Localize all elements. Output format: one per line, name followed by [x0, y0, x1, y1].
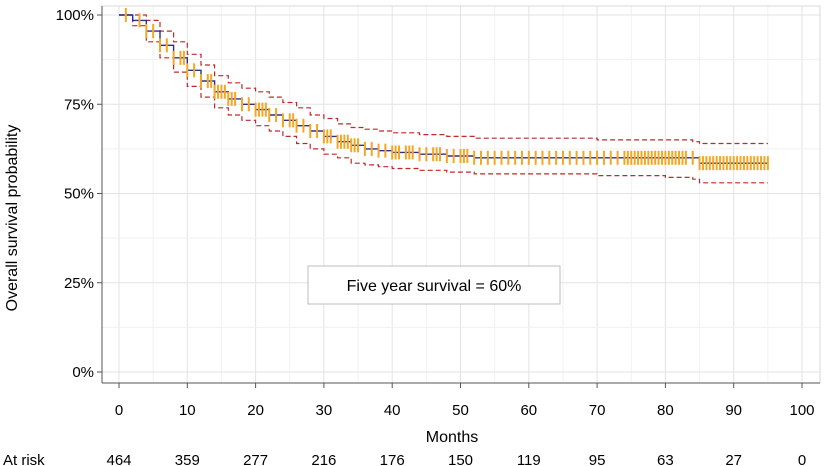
- y-axis-ticks: 0% 25% 50% 75% 100%: [56, 7, 102, 381]
- at-risk-count: 464: [106, 452, 131, 466]
- at-risk-count: 95: [589, 452, 606, 466]
- x-tick-label: 100: [789, 402, 814, 419]
- y-tick-label: 75%: [64, 96, 94, 113]
- at-risk-count: 27: [725, 452, 742, 466]
- at-risk-table: At risk 464 359 277 216 176 150 119 95 63 27 0: [3, 452, 806, 466]
- x-tick-label: 60: [520, 402, 537, 419]
- y-tick-label: 0%: [72, 364, 94, 381]
- x-tick-label: 50: [452, 402, 469, 419]
- censor-marks: [124, 8, 769, 171]
- x-tick-label: 0: [115, 402, 123, 419]
- x-axis-ticks: 0 10 20 30 40 50 60 70 80 90 100: [115, 383, 815, 419]
- at-risk-count: 0: [798, 452, 806, 466]
- x-tick-label: 40: [384, 402, 401, 419]
- annotation-text: Five year survival = 60%: [347, 278, 522, 295]
- y-tick-label: 100%: [56, 7, 94, 24]
- at-risk-count: 63: [657, 452, 674, 466]
- annotation-box: Five year survival = 60%: [307, 265, 561, 305]
- at-risk-count: 176: [380, 452, 405, 466]
- at-risk-count: 119: [517, 452, 541, 466]
- y-tick-label: 50%: [64, 186, 94, 203]
- x-axis-title: Months: [426, 429, 478, 446]
- y-tick-label: 25%: [64, 275, 94, 292]
- x-tick-label: 30: [316, 402, 333, 419]
- x-tick-label: 80: [657, 402, 674, 419]
- y-axis-title: Overall survival probability: [4, 125, 21, 312]
- x-tick-label: 90: [725, 402, 742, 419]
- upper-ci-line: [119, 14, 768, 145]
- at-risk-count: 277: [243, 452, 268, 466]
- at-risk-count: 150: [448, 452, 473, 466]
- x-tick-label: 70: [589, 402, 606, 419]
- x-tick-label: 20: [247, 402, 264, 419]
- x-tick-label: 10: [179, 402, 196, 419]
- at-risk-count: 216: [311, 452, 336, 466]
- at-risk-count: 359: [175, 452, 200, 466]
- at-risk-label: At risk: [3, 452, 45, 466]
